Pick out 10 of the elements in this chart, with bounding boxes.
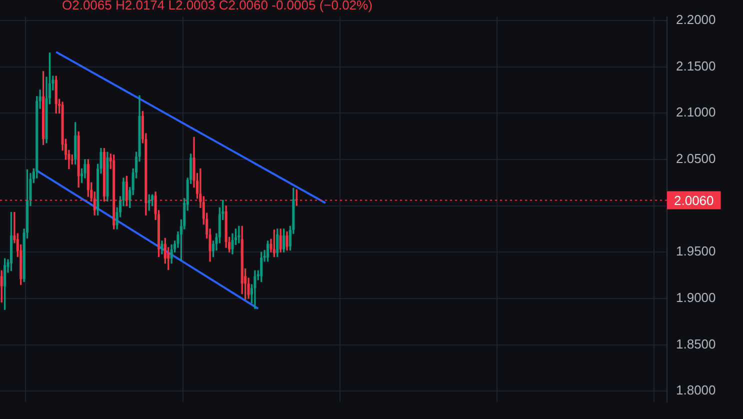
- y-tick-label: 1.9500: [676, 244, 716, 259]
- y-tick-label: 1.9000: [676, 290, 716, 306]
- y-tick-label: 2.1000: [676, 104, 716, 120]
- y-tick-label: 2.1500: [676, 58, 716, 74]
- y-tick-label: 2.0500: [676, 151, 716, 166]
- text: O2.0065 H2.0174 L2.0003 C2.0060 -0.0005 (−0.02%): [62, 0, 372, 13]
- y-tick-label: 2.2000: [676, 12, 716, 28]
- y-tick-label: 1.8500: [676, 336, 716, 352]
- y-tick-label: 1.8000: [676, 382, 716, 398]
- ref-line-label: 2.0060: [674, 192, 714, 208]
